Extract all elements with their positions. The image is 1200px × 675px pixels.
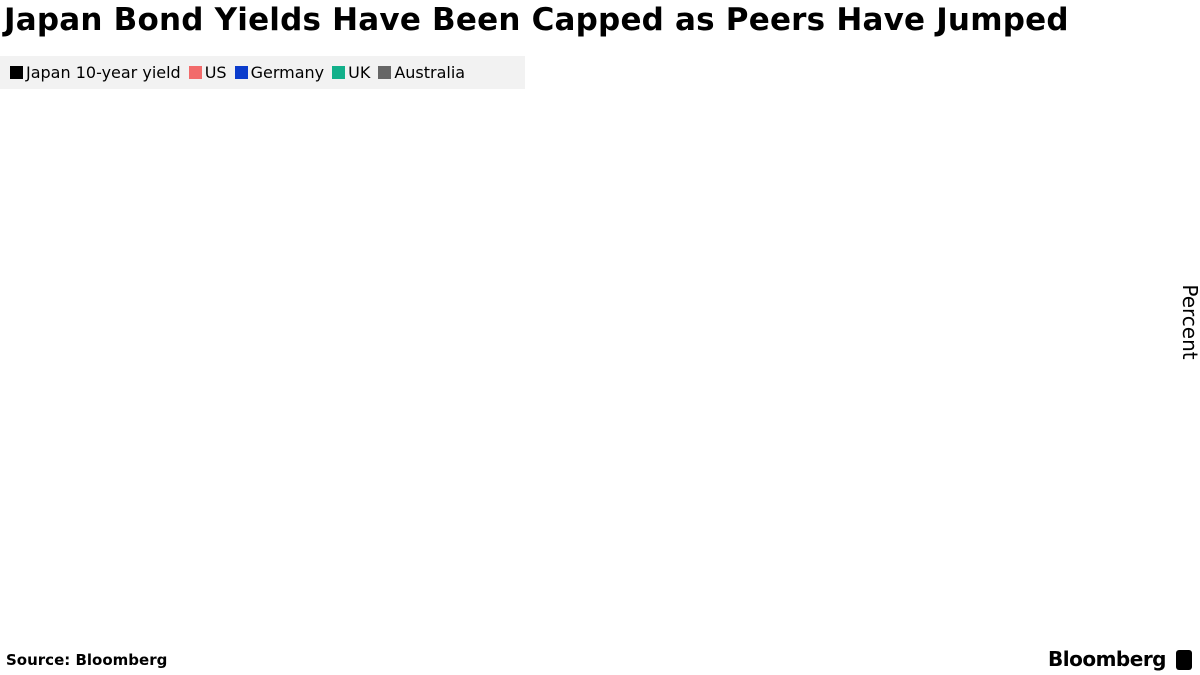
legend-label: Germany — [250, 63, 325, 82]
bloomberg-icon — [1176, 650, 1192, 670]
series-line-australia — [0, 130, 1108, 422]
legend-swatch — [332, 66, 346, 79]
y-tick-label: 1 — [1143, 396, 1154, 417]
series-line-japan-10-year-yield — [0, 448, 1108, 493]
highlight-marker — [1074, 443, 1098, 468]
source-note: Source: Bloomberg — [6, 651, 168, 669]
legend-swatch — [188, 66, 202, 79]
legend-item-us: US — [188, 63, 227, 82]
series-line-uk — [0, 103, 1108, 482]
legend-item-australia: Australia — [378, 63, 465, 82]
legend-label: UK — [348, 63, 371, 82]
legend-item-germany: Germany — [234, 63, 325, 82]
legend-swatch — [234, 66, 248, 79]
legend-swatch — [10, 66, 23, 79]
x-tick-label: 2023 — [1012, 626, 1058, 647]
legend-item-uk: UK — [332, 63, 370, 82]
series-line-germany — [0, 262, 1109, 548]
legend-item-japan: Japan 10-year yield — [10, 63, 181, 82]
legend: Japan 10-year yield US Germany UK Austra… — [0, 56, 525, 89]
brand-logo: Bloomberg — [1048, 647, 1166, 671]
x-tick-label: 2021 — [309, 626, 355, 647]
legend-swatch — [378, 66, 392, 79]
legend-label: Australia — [394, 63, 466, 82]
y-tick-label: 4 — [1143, 131, 1154, 152]
x-tick-label: 2022 — [707, 626, 753, 647]
legend-label: Japan 10-year yield — [26, 63, 181, 82]
y-tick-label: 3 — [1143, 219, 1154, 240]
chart-title: Japan Bond Yields Have Been Capped as Pe… — [4, 2, 1069, 38]
y-tick-label: -1 — [1143, 573, 1161, 594]
x-tick-label: 2020 — [43, 626, 89, 647]
series-line-us — [0, 130, 1109, 433]
y-axis-label: Percent — [1178, 284, 1200, 360]
y-tick-label: 0 — [1143, 485, 1154, 506]
y-tick-label: 2 — [1143, 308, 1154, 329]
legend-label: US — [204, 63, 227, 82]
